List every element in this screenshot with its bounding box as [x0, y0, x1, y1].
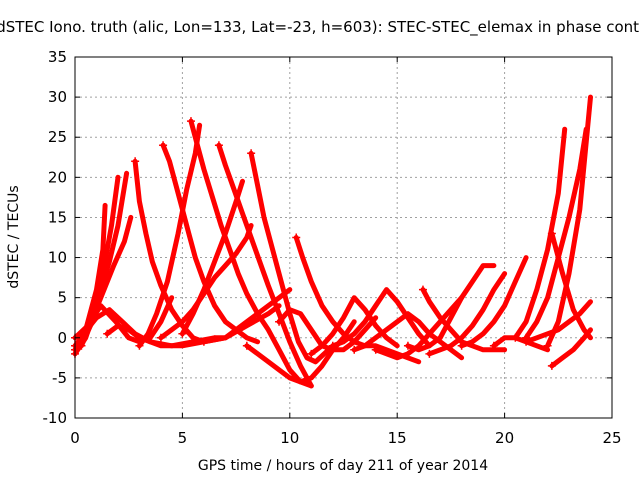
series-marker — [199, 337, 208, 346]
series-marker — [275, 317, 284, 326]
series-pass23 — [373, 295, 465, 361]
series-marker — [103, 329, 112, 338]
ticks: 0 5 10 15 20 25 -10 -5 0 5 10 15 20 25 30 35 — [43, 48, 622, 447]
series-marker — [214, 141, 223, 150]
y-tick-label: 30 — [48, 88, 67, 106]
series-marker — [350, 345, 359, 354]
y-tick-label: 35 — [48, 48, 67, 66]
series-pass14 — [158, 223, 254, 341]
series-marker — [522, 337, 531, 346]
series-pass11 — [188, 118, 314, 389]
series-pass21 — [330, 287, 432, 349]
series-pass16 — [201, 287, 293, 345]
series-marker — [307, 349, 316, 358]
series-layer — [71, 94, 593, 389]
series-marker — [178, 329, 187, 338]
x-axis-label: GPS time / hours of day 211 of year 2014 — [198, 458, 488, 474]
series-pass25 — [405, 263, 497, 353]
series-pass8 — [132, 158, 282, 345]
y-tick-label: 15 — [48, 208, 67, 226]
grid — [75, 57, 612, 418]
series-pass7 — [104, 323, 228, 349]
series-marker — [547, 229, 556, 238]
y-tick-label: 25 — [48, 128, 67, 146]
series-pass5 — [72, 295, 175, 345]
series-marker — [131, 157, 140, 166]
series-marker — [159, 141, 168, 150]
series-marker — [328, 341, 337, 350]
series-marker — [156, 333, 165, 342]
x-tick-label: 20 — [495, 429, 514, 447]
series-marker — [135, 341, 144, 350]
series-marker — [371, 345, 380, 354]
series-pass34 — [523, 299, 593, 345]
x-tick-label: 5 — [178, 429, 188, 447]
series-marker — [547, 361, 556, 370]
series-marker — [403, 341, 412, 350]
series-pass18 — [276, 307, 379, 353]
y-tick-label: 5 — [57, 289, 67, 307]
series-marker — [247, 149, 256, 158]
series-marker — [489, 341, 498, 350]
series-marker — [543, 341, 552, 350]
series-pass22 — [351, 311, 465, 361]
y-tick-label: -10 — [43, 409, 68, 427]
series-pass33 — [549, 327, 593, 369]
plot-frame — [74, 56, 613, 419]
series-marker — [186, 117, 195, 126]
y-tick-label: 20 — [48, 168, 67, 186]
chart-title: dSTEC Iono. truth (alic, Lon=133, Lat=-2… — [0, 18, 640, 37]
x-tick-label: 10 — [280, 429, 299, 447]
series-marker — [511, 333, 520, 342]
x-tick-label: 15 — [388, 429, 407, 447]
series-marker — [292, 233, 301, 242]
x-tick-label: 0 — [70, 429, 80, 447]
y-tick-label: -5 — [52, 369, 67, 387]
series-marker — [242, 341, 251, 350]
series-pass26 — [426, 271, 508, 357]
series-pass15 — [179, 178, 245, 337]
y-tick-label: 0 — [57, 329, 67, 347]
series-marker — [77, 341, 86, 350]
series-marker — [418, 285, 427, 294]
series-pass27 — [459, 255, 529, 349]
y-tick-label: 10 — [48, 249, 67, 267]
series-pass19 — [293, 235, 422, 365]
series-pass29 — [512, 126, 568, 341]
y-axis-label: dSTEC / TECUs — [6, 185, 22, 288]
series-pass13 — [248, 150, 336, 365]
series-marker — [425, 349, 434, 358]
series-marker — [79, 329, 88, 338]
series-pass28 — [491, 335, 551, 353]
x-tick-label: 25 — [602, 429, 621, 447]
series-pass12 — [216, 142, 314, 389]
series-pass10 — [136, 122, 203, 349]
series-marker — [457, 341, 466, 350]
